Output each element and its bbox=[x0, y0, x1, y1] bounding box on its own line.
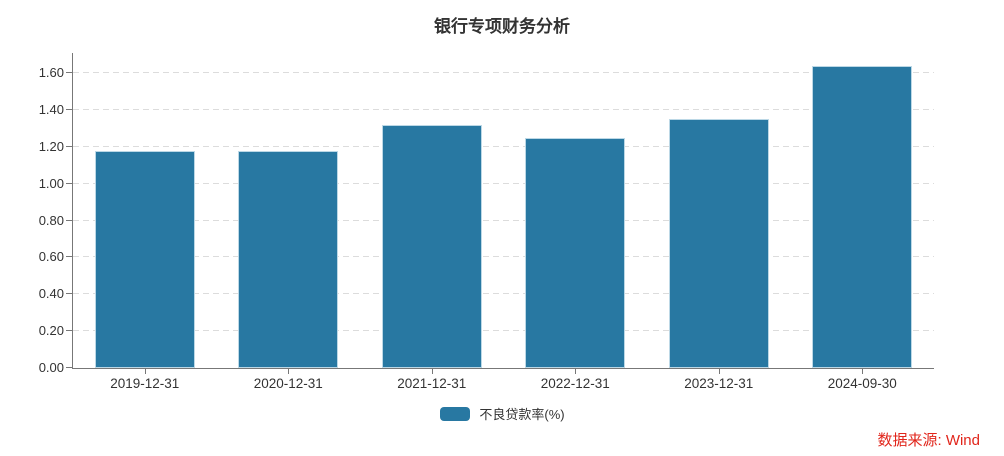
y-tick-1.40 bbox=[66, 109, 73, 111]
data-source-label: 数据来源: Wind bbox=[877, 432, 980, 449]
chart-title: 银行专项财务分析 bbox=[434, 17, 570, 36]
y-tick-0.40 bbox=[66, 293, 73, 295]
x-axis-label-2024-09-30: 2024-09-30 bbox=[827, 376, 897, 391]
legend-swatch bbox=[440, 406, 471, 421]
y-axis-label-1.60: 1.60 bbox=[38, 65, 64, 81]
y-axis-label-1.00: 1.00 bbox=[38, 175, 64, 191]
legend-label: 不良贷款率(%) bbox=[479, 407, 565, 422]
x-axis-label-2022-12-31: 2022-12-31 bbox=[540, 376, 610, 391]
x-axis-label-2019-12-31: 2019-12-31 bbox=[110, 376, 180, 391]
y-axis-label-1.40: 1.40 bbox=[38, 102, 64, 118]
x-axis-label-2021-12-31: 2021-12-31 bbox=[397, 376, 467, 391]
bar-2024-09-30 bbox=[812, 65, 913, 368]
x-axis-label-2020-12-31: 2020-12-31 bbox=[253, 376, 323, 391]
plot-area: 2019-12-31 2020-12-31 2021-12-31 2022-12-31… bbox=[66, 53, 934, 391]
y-tick-0.00 bbox=[66, 367, 73, 368]
gridline-1.20 bbox=[73, 145, 934, 147]
y-axis-label-1.20: 1.20 bbox=[38, 138, 64, 154]
y-tick-0.60 bbox=[66, 256, 73, 258]
bar-2021-12-31 bbox=[381, 124, 482, 368]
y-axis-label-0.20: 0.20 bbox=[38, 323, 64, 339]
y-axis-label-0.80: 0.80 bbox=[38, 212, 64, 228]
gridline-0.40 bbox=[73, 293, 934, 295]
y-axis-label-0.60: 0.60 bbox=[38, 249, 64, 265]
y-tick-0.20 bbox=[66, 330, 73, 332]
bar-2019-12-31 bbox=[94, 150, 195, 368]
y-tick-1.60 bbox=[66, 72, 73, 74]
gridline-1.60 bbox=[73, 72, 934, 74]
y-tick-0.80 bbox=[66, 219, 73, 221]
gridline-0.60 bbox=[73, 256, 934, 258]
legend: 不良贷款率(%) bbox=[72, 404, 933, 423]
y-tick-1.00 bbox=[66, 182, 73, 184]
x-tick-2022-12-31 bbox=[575, 368, 577, 374]
y-axis-label-0.00: 0.00 bbox=[38, 360, 64, 375]
y-tick-1.20 bbox=[66, 145, 73, 147]
gridline-0.80 bbox=[73, 219, 934, 221]
x-tick-2019-12-31 bbox=[144, 368, 146, 374]
x-tick-2021-12-31 bbox=[431, 368, 433, 374]
y-axis-label-0.40: 0.40 bbox=[38, 286, 64, 302]
y-axis-labels: 0.00 0.20 0.40 0.60 0.80 1.00 1.20 1.40 1.60 bbox=[4, 53, 64, 375]
gridline-1.00 bbox=[73, 182, 934, 184]
x-axis-label-2023-12-31: 2023-12-31 bbox=[684, 376, 754, 391]
bar-2022-12-31 bbox=[525, 137, 626, 368]
bar-2023-12-31 bbox=[668, 119, 769, 368]
x-tick-2024-09-30 bbox=[862, 368, 864, 374]
x-tick-2023-12-31 bbox=[718, 368, 720, 374]
x-tick-2020-12-31 bbox=[288, 368, 290, 374]
gridline-1.40 bbox=[73, 109, 934, 111]
gridline-0.20 bbox=[73, 330, 934, 332]
bar-2020-12-31 bbox=[238, 150, 339, 368]
